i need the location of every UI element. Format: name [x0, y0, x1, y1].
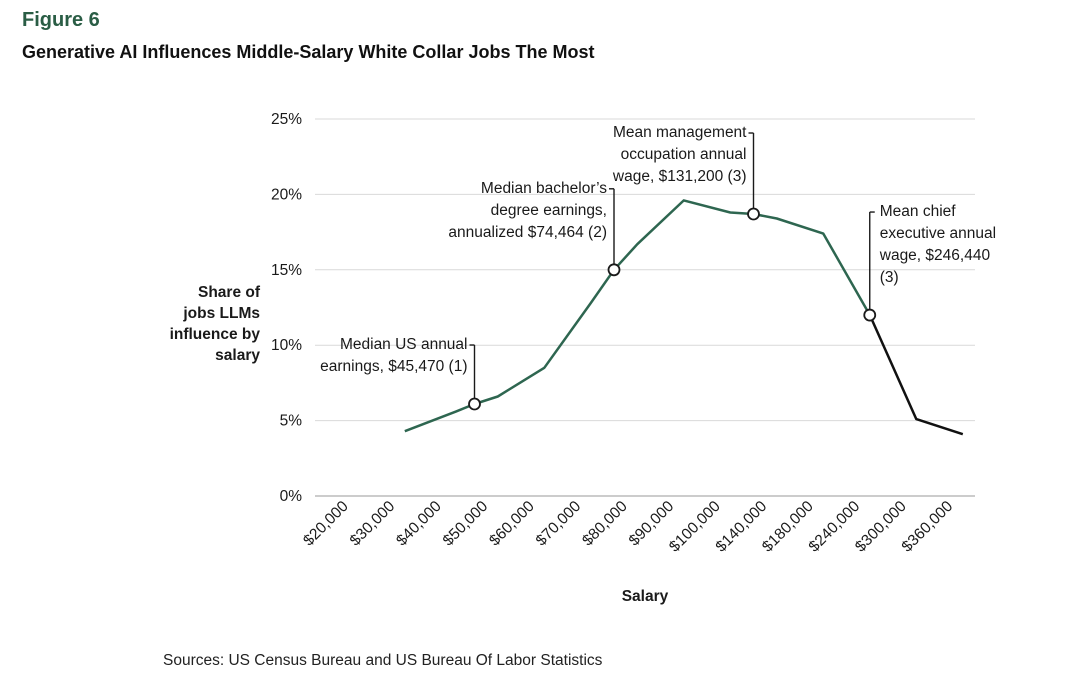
annotation-line: executive annual: [879, 225, 997, 243]
annotation-line: earnings, $45,470 (1): [320, 358, 468, 375]
y-axis-label: Share of jobs LLMs influence by salary: [140, 282, 260, 366]
annotation-marker: [747, 207, 760, 221]
y-tick-label: 15%: [271, 262, 302, 279]
figure-label: Figure 6: [22, 9, 100, 31]
annotation-line: wage, $131,200 (3): [612, 168, 747, 185]
annotation-marker: [607, 263, 621, 277]
y-axis-label-line: jobs LLMs: [183, 305, 260, 322]
x-tick-label: $20,000: [300, 498, 352, 550]
annotation-line: degree earnings,: [490, 201, 607, 219]
y-tick-label: 25%: [271, 111, 302, 128]
annotation-line: occupation annual: [620, 146, 747, 163]
x-tick-label: $40,000: [393, 498, 445, 550]
y-tick-label: 10%: [271, 337, 302, 354]
annotation-marker: [468, 397, 481, 411]
y-axis-label-line: influence by: [169, 326, 260, 343]
series-line-tail: [868, 314, 964, 436]
x-tick-label: $60,000: [486, 498, 538, 550]
annotation-line: Median US annual: [339, 336, 468, 353]
x-axis-label: Salary: [621, 588, 669, 605]
annotation-text: Median bachelor’s degree earnings, annuali…: [448, 178, 607, 244]
x-tick-label: $70,000: [533, 498, 585, 550]
x-tick-label: $30,000: [347, 498, 399, 550]
annotation-line: Mean management: [612, 124, 747, 141]
annotation-text: Mean management occupation annual wage, $1…: [613, 122, 747, 188]
annotation-marker: [863, 308, 877, 322]
y-tick-label: 0%: [280, 488, 303, 505]
x-tick-label: $50,000: [440, 498, 492, 550]
y-tick-label: 5%: [280, 413, 303, 430]
x-tick-label: $80,000: [579, 498, 631, 550]
y-axis-label-line: salary: [215, 347, 260, 364]
chart-title: Generative AI Influences Middle-Salary W…: [22, 42, 595, 62]
annotation-line: Mean chief: [879, 203, 956, 221]
annotation-text: Mean chief executive annual wage, $246,440…: [880, 201, 996, 289]
annotation-text: Median US annual earnings, $45,470 (1): [320, 334, 467, 378]
annotation-line: (3): [879, 269, 899, 287]
x-tick-label: $360,000: [899, 498, 957, 556]
annotation-line: Median bachelor’s: [480, 179, 607, 197]
annotation-line: wage, $246,440: [879, 247, 991, 265]
y-tick-label: 20%: [271, 186, 302, 203]
source-note: Sources: US Census Bureau and US Bureau …: [163, 652, 603, 669]
annotation-line: annualized $74,464 (2): [448, 223, 607, 241]
y-axis-label-line: Share of: [197, 284, 260, 301]
